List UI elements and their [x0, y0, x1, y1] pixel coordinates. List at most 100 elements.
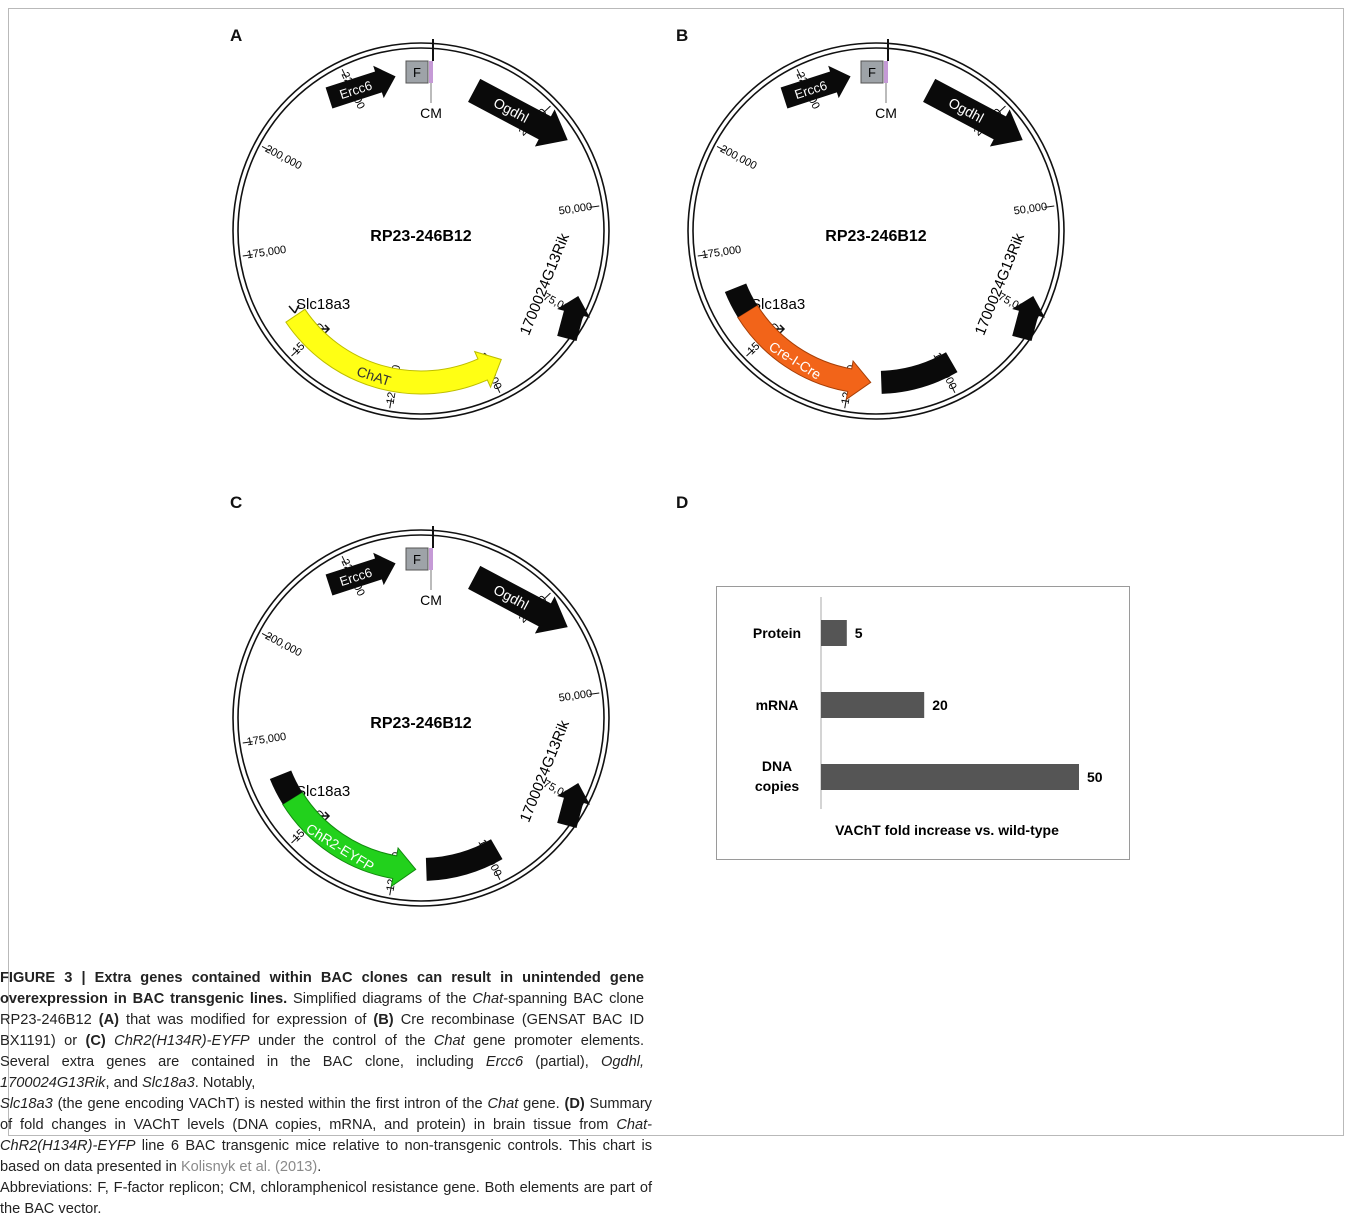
rik-gene-arrow	[1012, 295, 1046, 342]
bac-tick-mark	[261, 633, 272, 639]
bac-tick-mark	[697, 254, 708, 257]
gene-name: Slc18a3	[142, 1075, 195, 1091]
caption-text: Simplified diagrams of the	[287, 991, 473, 1007]
slc18a3-block	[269, 770, 303, 805]
bac-tick-mark	[589, 205, 600, 208]
bac-tick-mark	[341, 68, 347, 79]
insert-gene-arrow	[282, 791, 417, 888]
bac-tick-label: 175,000	[246, 244, 287, 261]
bac-map-panel-a: 25,00050,00075,000100,000125,000150,0001…	[213, 18, 633, 438]
bac-tick-mark	[796, 68, 802, 79]
bac-tick-label: 50,000	[1013, 201, 1048, 218]
bac-tick-mark	[291, 348, 300, 357]
fold-change-chart: Protein 5 mRNA 20 DNA copies 50 VAChT fold incr…	[716, 586, 1130, 860]
bac-tick-mark	[341, 555, 347, 566]
slc18a3-label: Slc18a3	[751, 296, 805, 313]
bac-map-panel-c: 25,00050,00075,000100,000125,000150,0001…	[213, 505, 633, 925]
bac-map-panel-b: 25,00050,00075,000100,000125,000150,0001…	[668, 18, 1088, 438]
caption-text: (the gene encoding VAChT) is nested with…	[52, 1096, 488, 1112]
chart-x-axis-title: VAChT fold increase vs. wild-type	[835, 822, 1059, 838]
citation-link[interactable]: Kolisnyk et al. (2013)	[180, 1159, 318, 1175]
caption-text: gene promoter elements. Several extra ge…	[0, 1033, 645, 1070]
caption-text: -spanning BAC clone RP23-246B12	[0, 991, 644, 1028]
caption-text: .	[317, 1159, 322, 1175]
chart-data-label: 50	[1087, 769, 1103, 785]
caption-left: FIGURE 3 | Extra genes contained within …	[0, 968, 644, 1094]
panel-ref: (C)	[85, 1033, 106, 1049]
bac-tick-mark	[291, 835, 300, 844]
bac-tick-mark	[242, 741, 253, 744]
bac-tick-mark	[261, 146, 272, 152]
bac-tick-mark	[389, 398, 392, 409]
cm-label: CM	[875, 105, 897, 121]
figure-title: FIGURE 3 | Extra genes contained within …	[0, 970, 644, 1007]
caption-text: . Notably,	[194, 1075, 256, 1091]
f-factor-box	[405, 60, 429, 84]
chart-category-label: DNA copies	[755, 758, 800, 794]
slc18a3-pointer	[288, 304, 300, 314]
bac-tick-mark	[950, 383, 956, 394]
cm-marker	[429, 548, 433, 570]
ogdhl-gene-arrow: Ogdhl	[923, 78, 1023, 147]
gene-name: Slc18a3	[0, 1096, 53, 1112]
gene-name: Chat	[472, 991, 504, 1007]
bac-clone-label: RP23-246B12	[370, 228, 472, 245]
cm-label: CM	[420, 105, 442, 121]
chart-data-label: 20	[932, 697, 948, 713]
insert-gene-arrow	[285, 308, 502, 395]
f-factor-box	[405, 547, 429, 571]
chart-category-label: Protein	[753, 625, 801, 641]
bac-tick-mark	[716, 146, 727, 152]
ogdhl-gene-arrow: Ogdhl	[468, 78, 568, 147]
panel-ref: (A)	[98, 1012, 119, 1028]
slc18a3-block	[724, 283, 758, 318]
caption-text	[106, 1033, 114, 1049]
chart-category-label: mRNA	[756, 697, 799, 713]
chat-remainder-block	[425, 839, 503, 881]
bac-map-svg: 25,00050,00075,000100,000125,000150,0001…	[232, 526, 610, 907]
bac-clone-label: RP23-246B12	[370, 715, 472, 732]
bac-tick-mark	[495, 383, 501, 394]
caption-text: under the control of the	[249, 1033, 434, 1049]
caption-text: (partial),	[523, 1054, 601, 1070]
bac-tick-label: 200,000	[718, 143, 759, 172]
slc18a3-label: Slc18a3	[296, 296, 350, 313]
cm-label: CM	[420, 592, 442, 608]
f-factor-label: F	[868, 65, 876, 80]
bac-tick-label: 50,000	[558, 201, 593, 218]
bac-map-svg: 25,00050,00075,000100,000125,000150,0001…	[232, 39, 610, 420]
bac-inner-ring	[692, 47, 1060, 415]
chart-bar	[821, 692, 925, 718]
chart-bar	[821, 764, 1079, 790]
panel-b-letter: B	[676, 26, 689, 45]
panel-ref: (B)	[373, 1012, 394, 1028]
rik-gene-arrow	[557, 295, 591, 342]
figure-frame	[8, 8, 1344, 1136]
panel-c-letter: C	[230, 493, 243, 512]
bac-tick-mark	[589, 692, 600, 695]
fold-change-chart-svg: Protein 5 mRNA 20 DNA copies 50 VAChT fold incr…	[753, 597, 1103, 838]
bac-inner-ring	[237, 47, 605, 415]
bac-tick-label: 175,000	[246, 731, 287, 748]
gene-name: Ogdhl, 1700024G13Rik	[0, 1054, 644, 1091]
f-factor-label: F	[413, 65, 421, 80]
chart-data-label: 5	[855, 625, 863, 641]
bac-tick-mark	[242, 254, 253, 257]
bac-tick-mark	[495, 870, 501, 881]
bac-tick-mark	[1044, 205, 1055, 208]
gene-name: Ercc6	[485, 1054, 524, 1070]
f-factor-box	[860, 60, 884, 84]
caption-text: gene.	[518, 1096, 565, 1112]
bac-tick-mark	[542, 592, 551, 601]
bac-clone-label: RP23-246B12	[825, 228, 927, 245]
rik-gene-arrow	[557, 782, 591, 829]
bac-tick-mark	[997, 105, 1006, 114]
bac-map-svg: 25,00050,00075,000100,000125,000150,0001…	[687, 39, 1065, 420]
caption-text: that was modified for expression of	[118, 1012, 374, 1028]
bac-inner-ring	[237, 534, 605, 902]
abbreviations-text: Abbreviations: F, F-factor replicon; CM,…	[0, 1180, 652, 1217]
bac-tick-mark	[542, 105, 551, 114]
caption-text: , and	[105, 1075, 142, 1091]
bac-tick-label: 175,000	[701, 244, 742, 261]
ogdhl-gene-arrow: Ogdhl	[468, 565, 568, 634]
